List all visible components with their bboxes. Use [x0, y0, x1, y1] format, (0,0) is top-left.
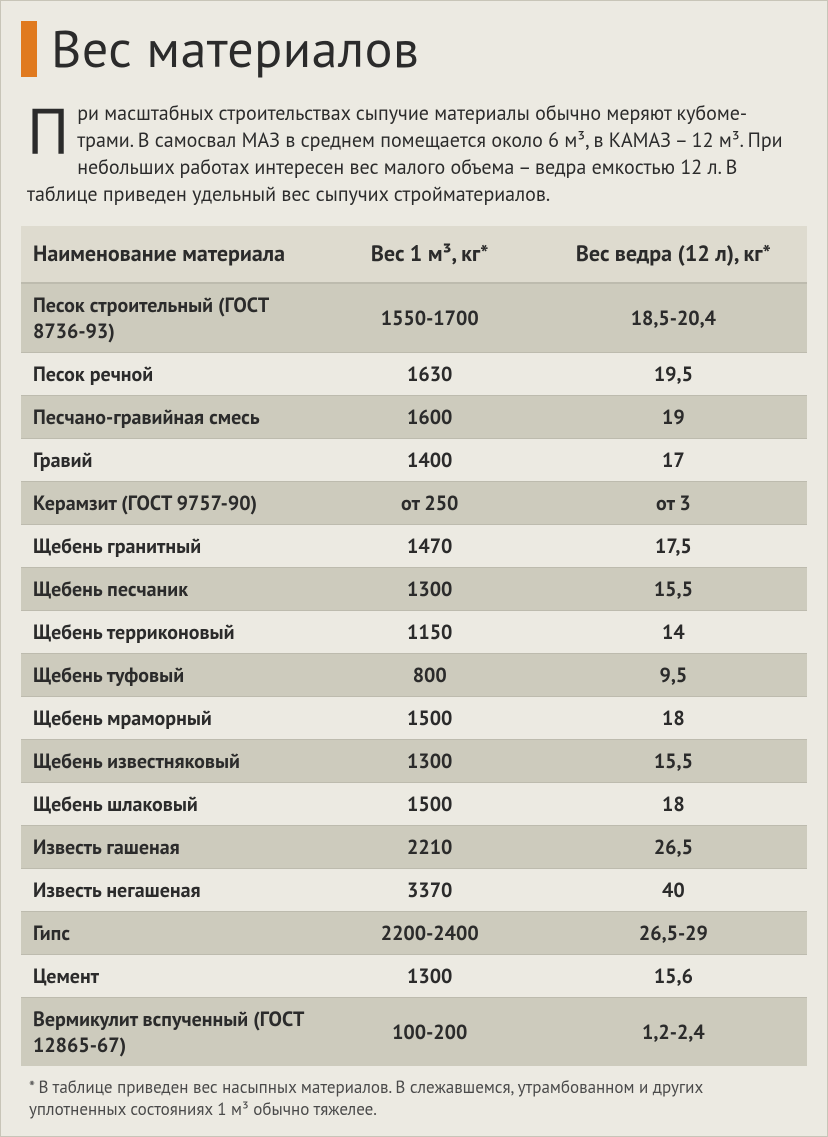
accent-bar	[21, 21, 37, 77]
table-row: Гравий140017	[21, 439, 807, 482]
cell-name: Щебень мраморный	[21, 697, 320, 740]
table-body: Песок строительный (ГОСТ 8736-93)1550-17…	[21, 283, 807, 1066]
title-row: Вес материалов	[21, 15, 807, 82]
cell-weight-m3: 1300	[320, 955, 540, 998]
cell-weight-m3: 2210	[320, 826, 540, 869]
cell-weight-m3: 1600	[320, 396, 540, 439]
cell-weight-m3: 1500	[320, 783, 540, 826]
cell-weight-m3: 100-200	[320, 998, 540, 1067]
table-row: Гипс2200-240026,5-29	[21, 912, 807, 955]
cell-name: Щебень песчаник	[21, 568, 320, 611]
table-row: Щебень терриконовый115014	[21, 611, 807, 654]
cell-name: Песок строительный (ГОСТ 8736-93)	[21, 283, 320, 353]
cell-weight-bucket: 18	[540, 783, 807, 826]
table-row: Щебень гранитный147017,5	[21, 525, 807, 568]
cell-name: Щебень шлаковый	[21, 783, 320, 826]
cell-weight-bucket: 26,5	[540, 826, 807, 869]
table-row: Керамзит (ГОСТ 9757-90)от 250от 3	[21, 482, 807, 525]
cell-weight-bucket: 18	[540, 697, 807, 740]
cell-name: Щебень известняковый	[21, 740, 320, 783]
cell-name: Известь гашеная	[21, 826, 320, 869]
cell-weight-bucket: 17,5	[540, 525, 807, 568]
cell-weight-m3: 1300	[320, 568, 540, 611]
cell-weight-bucket: 19,5	[540, 353, 807, 396]
table-row: Песчано-гравийная смесь160019	[21, 396, 807, 439]
intro-text: ри масштабных строительствах сыпучие мат…	[27, 100, 783, 207]
cell-weight-bucket: 18,5-20,4	[540, 283, 807, 353]
table-row: Щебень песчаник130015,5	[21, 568, 807, 611]
cell-weight-bucket: 15,6	[540, 955, 807, 998]
table-row: Щебень известняковый130015,5	[21, 740, 807, 783]
cell-weight-m3: 1470	[320, 525, 540, 568]
table-row: Щебень туфовый8009,5	[21, 654, 807, 697]
cell-weight-bucket: 15,5	[540, 740, 807, 783]
cell-weight-m3: от 250	[320, 482, 540, 525]
table-row: Известь негашеная337040	[21, 869, 807, 912]
col-weight-m3: Вес 1 м³, кг*	[320, 226, 540, 283]
intro-paragraph: П ри масштабных строительствах сыпучие м…	[27, 100, 801, 208]
cell-weight-bucket: 14	[540, 611, 807, 654]
page-title: Вес материалов	[51, 15, 419, 82]
table-row: Песок речной163019,5	[21, 353, 807, 396]
dropcap: П	[27, 100, 77, 158]
col-weight-bucket: Вес ведра (12 л), кг*	[540, 226, 807, 283]
table-header-row: Наименование материала Вес 1 м³, кг* Вес…	[21, 226, 807, 283]
cell-name: Песок речной	[21, 353, 320, 396]
cell-name: Вермикулит вспученный (ГОСТ 12865-67)	[21, 998, 320, 1067]
cell-weight-bucket: 19	[540, 396, 807, 439]
cell-weight-bucket: 15,5	[540, 568, 807, 611]
col-name: Наименование материала	[21, 226, 320, 283]
cell-weight-bucket: от 3	[540, 482, 807, 525]
materials-table: Наименование материала Вес 1 м³, кг* Вес…	[21, 226, 807, 1066]
cell-weight-bucket: 1,2-2,4	[540, 998, 807, 1067]
footnote: * В таблице приведен вес насыпных матери…	[29, 1076, 799, 1120]
cell-weight-m3: 1150	[320, 611, 540, 654]
table-row: Песок строительный (ГОСТ 8736-93)1550-17…	[21, 283, 807, 353]
table-row: Щебень мраморный150018	[21, 697, 807, 740]
cell-weight-bucket: 26,5-29	[540, 912, 807, 955]
cell-weight-bucket: 40	[540, 869, 807, 912]
cell-weight-m3: 1550-1700	[320, 283, 540, 353]
cell-name: Гипс	[21, 912, 320, 955]
cell-weight-m3: 3370	[320, 869, 540, 912]
cell-name: Щебень туфовый	[21, 654, 320, 697]
cell-name: Известь негашеная	[21, 869, 320, 912]
cell-weight-bucket: 17	[540, 439, 807, 482]
table-row: Щебень шлаковый150018	[21, 783, 807, 826]
cell-weight-m3: 800	[320, 654, 540, 697]
cell-weight-m3: 1300	[320, 740, 540, 783]
table-row: Известь гашеная221026,5	[21, 826, 807, 869]
cell-weight-m3: 1630	[320, 353, 540, 396]
cell-weight-bucket: 9,5	[540, 654, 807, 697]
cell-name: Песчано-гравийная смесь	[21, 396, 320, 439]
table-row: Вермикулит вспученный (ГОСТ 12865-67)100…	[21, 998, 807, 1067]
cell-name: Цемент	[21, 955, 320, 998]
cell-name: Щебень гранитный	[21, 525, 320, 568]
cell-weight-m3: 1500	[320, 697, 540, 740]
cell-weight-m3: 1400	[320, 439, 540, 482]
cell-weight-m3: 2200-2400	[320, 912, 540, 955]
table-row: Цемент130015,6	[21, 955, 807, 998]
cell-name: Гравий	[21, 439, 320, 482]
cell-name: Щебень терриконовый	[21, 611, 320, 654]
cell-name: Керамзит (ГОСТ 9757-90)	[21, 482, 320, 525]
page: Вес материалов П ри масштабных строитель…	[0, 0, 828, 1137]
